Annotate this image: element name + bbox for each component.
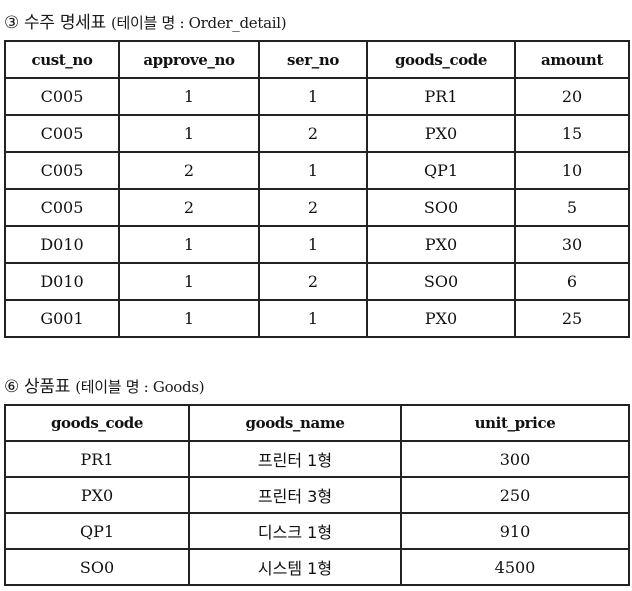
goods-code-cell: PR1	[4, 440, 190, 478]
column-header-goods-name: goods_name	[188, 404, 402, 442]
approve-no-cell: 1	[118, 225, 260, 264]
ser-no-cell: 2	[258, 262, 368, 301]
order-detail-heading: ③ 수주 명세표 (테이블 명 : Order_detail)	[4, 8, 287, 33]
approve-no-cell: 2	[118, 188, 260, 227]
column-header-goods-code: goods_code	[366, 40, 516, 79]
goods-name-cell: 프린터 3형	[188, 476, 402, 514]
goods-code-cell: QP1	[366, 151, 516, 190]
ser-no-cell: 1	[258, 77, 368, 116]
order-detail-row: D010 1 1 PX0 30	[4, 225, 630, 264]
order-detail-row: D010 1 2 SO0 6	[4, 262, 630, 301]
goods-code-cell: PR1	[366, 77, 516, 116]
column-header-cust-no: cust_no	[4, 40, 120, 79]
unit-price-cell: 300	[400, 440, 630, 478]
order-detail-row: C005 2 2 SO0 5	[4, 188, 630, 227]
amount-cell: 15	[514, 114, 630, 153]
goods-code-cell: PX0	[366, 225, 516, 264]
goods-row: QP1 디스크 1형 910	[4, 512, 630, 550]
ser-no-cell: 2	[258, 114, 368, 153]
order-detail-heading-suffix: (테이블 명 : Order_detail)	[110, 14, 287, 32]
goods-name-cell: 시스템 1형	[188, 548, 402, 586]
goods-code-cell: SO0	[366, 188, 516, 227]
cust-no-cell: C005	[4, 114, 120, 153]
cust-no-cell: C005	[4, 188, 120, 227]
cust-no-cell: G001	[4, 299, 120, 338]
order-detail-heading-prefix: ③ 수주 명세표	[4, 13, 106, 33]
unit-price-cell: 4500	[400, 548, 630, 586]
amount-cell: 6	[514, 262, 630, 301]
goods-row: PR1 프린터 1형 300	[4, 440, 630, 478]
order-detail-header-row: cust_no approve_no ser_no goods_code amo…	[4, 40, 630, 79]
column-header-goods-code: goods_code	[4, 404, 190, 442]
ser-no-cell: 1	[258, 299, 368, 338]
goods-code-cell: QP1	[4, 512, 190, 550]
ser-no-cell: 1	[258, 225, 368, 264]
approve-no-cell: 2	[118, 151, 260, 190]
amount-cell: 5	[514, 188, 630, 227]
goods-code-cell: PX0	[366, 114, 516, 153]
approve-no-cell: 1	[118, 77, 260, 116]
column-header-approve-no: approve_no	[118, 40, 260, 79]
approve-no-cell: 1	[118, 299, 260, 338]
approve-no-cell: 1	[118, 114, 260, 153]
goods-row: PX0 프린터 3형 250	[4, 476, 630, 514]
cust-no-cell: D010	[4, 225, 120, 264]
order-detail-row: C005 1 2 PX0 15	[4, 114, 630, 153]
amount-cell: 30	[514, 225, 630, 264]
cust-no-cell: D010	[4, 262, 120, 301]
column-header-amount: amount	[514, 40, 630, 79]
column-header-unit-price: unit_price	[400, 404, 630, 442]
goods-code-cell: SO0	[366, 262, 516, 301]
cust-no-cell: C005	[4, 77, 120, 116]
ser-no-cell: 1	[258, 151, 368, 190]
cust-no-cell: C005	[4, 151, 120, 190]
order-detail-row: C005 1 1 PR1 20	[4, 77, 630, 116]
order-detail-row: G001 1 1 PX0 25	[4, 299, 630, 338]
goods-name-cell: 프린터 1형	[188, 440, 402, 478]
goods-row: SO0 시스템 1형 4500	[4, 548, 630, 586]
goods-table: goods_code goods_name unit_price PR1 프린터 …	[4, 404, 630, 586]
ser-no-cell: 2	[258, 188, 368, 227]
column-header-ser-no: ser_no	[258, 40, 368, 79]
goods-code-cell: PX0	[366, 299, 516, 338]
goods-code-cell: SO0	[4, 548, 190, 586]
goods-name-cell: 디스크 1형	[188, 512, 402, 550]
goods-heading: ⑥ 상품표 (테이블 명 : Goods)	[4, 372, 205, 397]
order-detail-table: cust_no approve_no ser_no goods_code amo…	[4, 40, 630, 338]
approve-no-cell: 1	[118, 262, 260, 301]
unit-price-cell: 910	[400, 512, 630, 550]
amount-cell: 25	[514, 299, 630, 338]
goods-heading-suffix: (테이블 명 : Goods)	[75, 378, 205, 396]
order-detail-row: C005 2 1 QP1 10	[4, 151, 630, 190]
amount-cell: 10	[514, 151, 630, 190]
goods-header-row: goods_code goods_name unit_price	[4, 404, 630, 442]
amount-cell: 20	[514, 77, 630, 116]
goods-heading-prefix: ⑥ 상품표	[4, 377, 71, 397]
unit-price-cell: 250	[400, 476, 630, 514]
goods-code-cell: PX0	[4, 476, 190, 514]
